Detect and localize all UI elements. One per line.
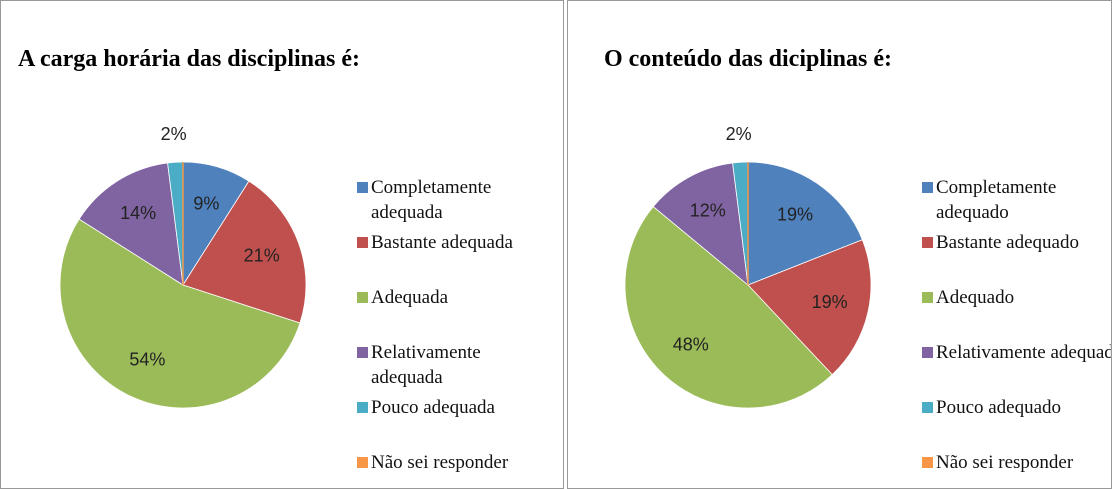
chart-panel: A carga horária das disciplinas é: 9% 21% 5… (0, 0, 564, 489)
chart-panel: O conteúdo das diciplinas é: 19% 19% 48% 12%… (567, 0, 1112, 489)
legend-label: Bastante adequado (936, 232, 1079, 253)
legend-swatch (357, 292, 368, 303)
pie-slice (652, 162, 749, 286)
legend-label: Não sei responder (936, 452, 1074, 473)
legend-label: Completamente adequado (936, 177, 1057, 223)
legend-label: Não sei responder (371, 452, 509, 473)
data-label: 54% (129, 349, 165, 369)
pie-slice (624, 206, 833, 409)
pie-slice (747, 161, 863, 286)
legend-label: Relativamente adequado (936, 342, 1112, 363)
legend-swatch (357, 347, 368, 358)
legend-label: Bastante adequada (371, 232, 513, 253)
data-label: 14% (120, 203, 156, 223)
legend-swatch (357, 457, 368, 468)
legend-swatch (922, 347, 933, 358)
pie-slice (59, 218, 301, 409)
legend-swatch (357, 237, 368, 248)
data-label: 12% (690, 200, 726, 220)
legend-label: Relativamente adequada (371, 342, 481, 388)
chart: A carga horária das disciplinas é: 9% 21% 5… (18, 46, 360, 409)
legend-swatch (922, 182, 933, 193)
chart: O conteúdo das diciplinas é: 19% 19% 48% 12%… (604, 46, 892, 409)
legend-label: Adequada (371, 287, 449, 308)
pie-slice (78, 162, 184, 286)
legend-label: Adequado (936, 287, 1015, 308)
data-label: 9% (193, 193, 219, 213)
chart-title: O conteúdo das diciplinas é: (604, 46, 892, 72)
legend-swatch (922, 457, 933, 468)
pie-slice (747, 239, 872, 376)
data-label: 48% (673, 335, 709, 355)
data-label: 2% (161, 124, 187, 144)
legend-swatch (922, 402, 933, 413)
legend-swatch (922, 237, 933, 248)
legend-swatch (357, 402, 368, 413)
legend-label: Pouco adequada (371, 397, 495, 418)
data-label: 2% (726, 124, 752, 144)
chart-title: A carga horária das disciplinas é: (18, 46, 360, 72)
legend-label: Pouco adequado (936, 397, 1062, 418)
data-label: 19% (812, 292, 848, 312)
data-label: 21% (244, 245, 280, 265)
data-label: 19% (777, 205, 813, 225)
pie-slice (182, 180, 307, 324)
legend-label: Completamente adequada (371, 177, 492, 223)
legend-swatch (922, 292, 933, 303)
legend-swatch (357, 182, 368, 193)
